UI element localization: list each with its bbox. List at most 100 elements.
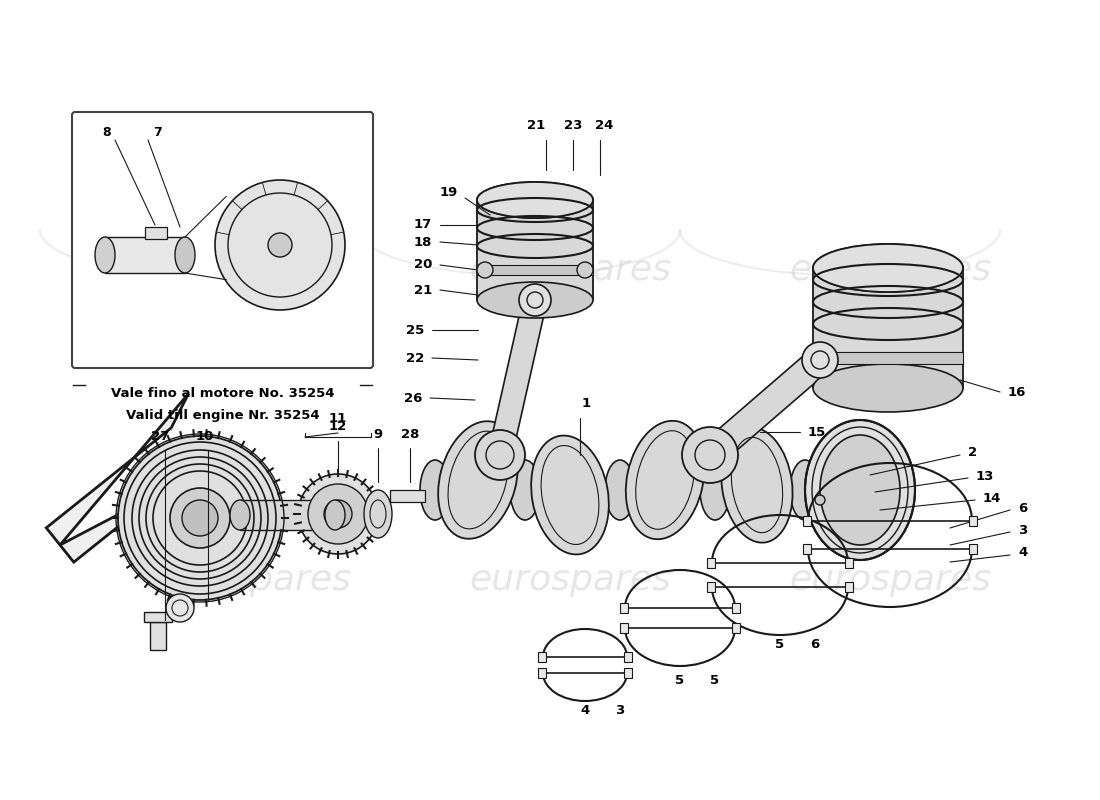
Ellipse shape bbox=[722, 427, 793, 542]
Ellipse shape bbox=[95, 237, 116, 273]
Bar bbox=[732, 603, 740, 613]
Ellipse shape bbox=[813, 364, 962, 412]
Ellipse shape bbox=[438, 422, 518, 538]
Ellipse shape bbox=[531, 435, 608, 554]
Bar bbox=[390, 490, 425, 502]
Ellipse shape bbox=[364, 490, 392, 538]
Circle shape bbox=[815, 495, 825, 505]
Bar bbox=[707, 582, 715, 592]
Text: 5: 5 bbox=[776, 638, 784, 651]
FancyBboxPatch shape bbox=[72, 112, 373, 368]
Ellipse shape bbox=[477, 182, 593, 218]
Text: 5: 5 bbox=[711, 674, 719, 686]
Bar bbox=[845, 558, 853, 568]
Bar bbox=[104, 237, 185, 273]
Ellipse shape bbox=[477, 282, 593, 318]
Bar bbox=[145, 227, 167, 239]
Ellipse shape bbox=[420, 460, 450, 520]
Polygon shape bbox=[488, 298, 547, 458]
Bar bbox=[477, 200, 593, 300]
Bar bbox=[969, 544, 977, 554]
Bar bbox=[803, 544, 811, 554]
Text: eurospares: eurospares bbox=[789, 563, 991, 597]
Text: 7: 7 bbox=[153, 126, 162, 139]
Circle shape bbox=[268, 233, 292, 257]
Circle shape bbox=[519, 284, 551, 316]
Text: 18: 18 bbox=[414, 235, 432, 249]
Bar bbox=[813, 352, 962, 364]
Text: 23: 23 bbox=[564, 119, 582, 132]
Text: eurospares: eurospares bbox=[789, 253, 991, 287]
Text: 27: 27 bbox=[151, 430, 169, 443]
Circle shape bbox=[166, 594, 194, 622]
Text: 10: 10 bbox=[196, 430, 214, 443]
Polygon shape bbox=[701, 350, 829, 466]
Ellipse shape bbox=[510, 460, 540, 520]
Ellipse shape bbox=[626, 421, 704, 539]
Text: 16: 16 bbox=[1008, 386, 1026, 398]
Bar bbox=[813, 268, 962, 388]
Bar bbox=[477, 265, 593, 275]
Text: 14: 14 bbox=[983, 491, 1001, 505]
Text: eurospares: eurospares bbox=[148, 563, 351, 597]
Bar bbox=[969, 516, 977, 526]
Text: 6: 6 bbox=[811, 638, 819, 651]
Bar bbox=[144, 612, 172, 622]
Bar bbox=[845, 582, 853, 592]
Text: eurospares: eurospares bbox=[469, 563, 671, 597]
Bar bbox=[624, 668, 632, 678]
Text: 20: 20 bbox=[414, 258, 432, 271]
Bar bbox=[538, 652, 546, 662]
Polygon shape bbox=[46, 394, 236, 562]
Text: Vale fino al motore No. 35254: Vale fino al motore No. 35254 bbox=[111, 387, 334, 400]
Ellipse shape bbox=[477, 182, 593, 218]
Bar bbox=[620, 603, 628, 613]
Ellipse shape bbox=[813, 244, 962, 292]
Ellipse shape bbox=[813, 244, 962, 292]
Text: 25: 25 bbox=[406, 323, 424, 337]
Text: 22: 22 bbox=[406, 351, 424, 365]
Circle shape bbox=[682, 427, 738, 483]
Text: 12: 12 bbox=[329, 420, 348, 433]
Circle shape bbox=[477, 262, 493, 278]
Circle shape bbox=[475, 430, 525, 480]
Text: 28: 28 bbox=[400, 428, 419, 441]
Bar bbox=[803, 516, 811, 526]
Text: 19: 19 bbox=[440, 186, 458, 199]
Text: 9: 9 bbox=[373, 428, 383, 441]
Circle shape bbox=[118, 436, 282, 600]
Bar bbox=[240, 500, 336, 530]
Text: 21: 21 bbox=[527, 119, 546, 132]
Ellipse shape bbox=[820, 435, 900, 545]
Bar bbox=[707, 558, 715, 568]
Ellipse shape bbox=[805, 420, 915, 560]
Text: 24: 24 bbox=[595, 119, 613, 132]
Bar bbox=[620, 623, 628, 633]
Bar bbox=[538, 668, 546, 678]
Circle shape bbox=[170, 488, 230, 548]
Text: 26: 26 bbox=[404, 391, 422, 405]
Text: 3: 3 bbox=[615, 703, 625, 717]
Text: 2: 2 bbox=[968, 446, 977, 459]
Circle shape bbox=[182, 500, 218, 536]
Text: 6: 6 bbox=[1018, 502, 1027, 514]
Ellipse shape bbox=[605, 460, 635, 520]
Circle shape bbox=[298, 474, 378, 554]
Text: 1: 1 bbox=[582, 397, 591, 410]
Bar bbox=[732, 623, 740, 633]
Text: 5: 5 bbox=[675, 674, 684, 686]
Ellipse shape bbox=[324, 500, 345, 530]
Text: 4: 4 bbox=[1018, 546, 1027, 559]
Text: 15: 15 bbox=[808, 426, 826, 438]
Text: 13: 13 bbox=[976, 470, 994, 482]
Text: 17: 17 bbox=[414, 218, 432, 231]
Text: eurospares: eurospares bbox=[148, 253, 351, 287]
Bar bbox=[624, 652, 632, 662]
Bar bbox=[150, 622, 166, 650]
Text: 21: 21 bbox=[414, 283, 432, 297]
Text: 8: 8 bbox=[102, 126, 111, 139]
Circle shape bbox=[324, 500, 352, 528]
Text: 11: 11 bbox=[329, 412, 348, 425]
Ellipse shape bbox=[175, 237, 195, 273]
Circle shape bbox=[214, 180, 345, 310]
